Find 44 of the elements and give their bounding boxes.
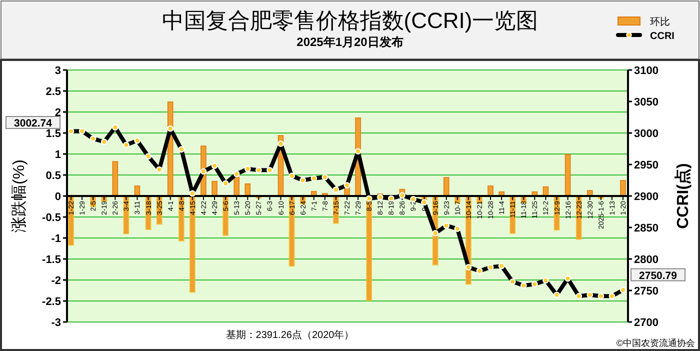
y-tick-label: 0.5: [46, 170, 61, 182]
text: 基期：2391.26点（2020年）: [226, 329, 354, 341]
bar: [488, 186, 494, 196]
bar: [178, 196, 184, 242]
y-tick-label: 1.5: [46, 128, 61, 140]
y2-tick-label: 2800: [634, 254, 658, 266]
y2-tick-label: 3050: [634, 96, 658, 108]
y-tick-label: -1.5: [42, 254, 61, 266]
chart-title: 中国复合肥零售价格指数(CCRI)一览图: [162, 8, 538, 33]
bar: [564, 154, 571, 196]
y-tick-label: -3: [51, 317, 61, 329]
text: ©中国农资流通协会: [616, 338, 695, 348]
y-tick-label: 0: [54, 191, 61, 203]
bar: [212, 180, 218, 196]
y2-tick-label: 2950: [634, 160, 658, 172]
text: 3002.74: [14, 118, 52, 130]
bar: [222, 196, 228, 236]
y-tick-label: -1: [51, 233, 61, 245]
y2-tick-label: 2900: [634, 191, 658, 203]
y-axis-title: 涨跌幅(%): [10, 160, 28, 232]
legend-label: CCRI: [650, 31, 675, 42]
y2-tick-label: 3100: [634, 65, 658, 77]
bar: [112, 161, 118, 196]
y-tick-label: 1: [54, 149, 61, 161]
y2-axis-title: CCRI(点): [674, 163, 692, 229]
chart-subtitle: 2025年1月20日发布: [296, 35, 404, 49]
bar: [234, 176, 240, 196]
y-tick-label: -0.5: [42, 212, 61, 224]
bar: [244, 183, 251, 196]
y-tick-label: 3: [54, 65, 61, 77]
bar: [68, 196, 74, 246]
bar: [620, 180, 626, 196]
y-tick-label: 2: [54, 107, 61, 119]
y2-tick-label: 3000: [634, 128, 658, 140]
bar: [443, 177, 450, 196]
y2-tick-label: 2850: [634, 222, 658, 234]
text: 2750.79: [639, 270, 678, 282]
y-tick-label: -2: [51, 275, 61, 287]
y2-tick-label: 2750: [634, 286, 658, 298]
y-tick-label: -2.5: [42, 296, 61, 308]
bar: [190, 196, 196, 293]
legend-label: 环比: [650, 16, 670, 28]
y2-tick-label: 2700: [634, 317, 658, 329]
y-tick-label: 2.5: [46, 86, 61, 98]
